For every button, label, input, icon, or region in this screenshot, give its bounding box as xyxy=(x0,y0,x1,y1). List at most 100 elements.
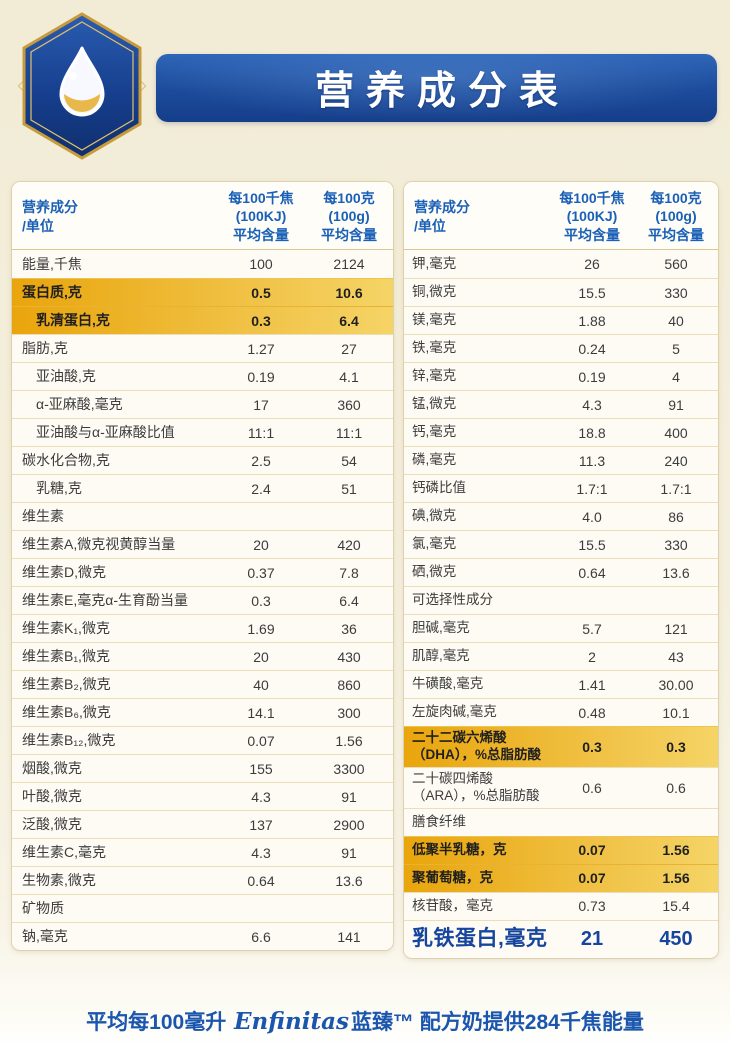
value-per-100g: 121 xyxy=(664,620,688,637)
nutrient-row: 维生素B₁₂,微克 0.07 1.56 xyxy=(12,726,393,754)
nutrient-row: 铜,微克 15.5 330 xyxy=(404,278,718,306)
nutrient-row: 镁,毫克 1.88 40 xyxy=(404,306,718,334)
nutrient-row: 磷,毫克 11.3 240 xyxy=(404,446,718,474)
nutrient-row: 左旋肉碱,毫克 0.48 10.1 xyxy=(404,698,718,726)
value-per-100g: 30.00 xyxy=(658,676,694,693)
nutrient-label: 叶酸,微克 xyxy=(22,788,82,805)
value-per-100kj: 0.07 xyxy=(578,870,606,887)
value-per-100g: 91 xyxy=(341,788,357,805)
value-per-100g: 330 xyxy=(664,284,688,301)
value-per-100g: 6.4 xyxy=(339,592,359,609)
value-per-100kj: 0.3 xyxy=(251,312,271,329)
value-per-100kj: 4.3 xyxy=(582,396,602,413)
value-per-100g: 13.6 xyxy=(335,872,363,889)
value-per-100g: 3300 xyxy=(333,760,365,777)
value-per-100g: 0.6 xyxy=(666,780,686,797)
nutrient-label: 钠,毫克 xyxy=(22,928,68,945)
column-header-per-100kj: 每100千焦 (100KJ) 平均含量 xyxy=(559,190,625,243)
nutrient-label: 矿物质 xyxy=(22,900,64,917)
value-per-100g: 54 xyxy=(341,452,357,469)
nutrition-table-left: 营养成分 /单位 每100千焦 (100KJ) 平均含量 每100克 (100g… xyxy=(12,182,393,951)
value-per-100kj: 4.3 xyxy=(251,788,271,805)
nutrient-row: 能量,千焦 100 2124 xyxy=(12,250,393,278)
value-per-100kj: 21 xyxy=(580,927,604,950)
brand-badge xyxy=(6,4,158,168)
nutrient-row: 维生素E,毫克α-生育酚当量 0.3 6.4 xyxy=(12,586,393,614)
nutrient-label: 能量,千焦 xyxy=(22,255,82,272)
nutrient-row: 叶酸,微克 4.3 91 xyxy=(12,782,393,810)
nutrient-label: α-亚麻酸,毫克 xyxy=(36,396,123,413)
nutrient-label: 维生素B₁₂,微克 xyxy=(22,732,116,749)
nutrient-row: 维生素A,微克视黄醇当量 20 420 xyxy=(12,530,393,558)
nutrient-label: 可选择性成分 xyxy=(412,592,493,608)
water-drop-badge-icon xyxy=(17,12,147,160)
nutrient-row: 核苷酸，毫克 0.73 15.4 xyxy=(404,891,718,920)
value-per-100g: 0.3 xyxy=(666,739,686,756)
value-per-100kj: 0.5 xyxy=(251,284,271,301)
value-per-100kj: 2.5 xyxy=(251,452,271,469)
nutrient-label: 乳清蛋白,克 xyxy=(36,312,110,329)
nutrient-row: 钾,毫克 26 560 xyxy=(404,250,718,278)
nutrient-row: 维生素B₁,微克 20 430 xyxy=(12,642,393,670)
value-per-100kj: 0.07 xyxy=(247,732,275,749)
nutrient-row: 钙磷比值 1.7:1 1.7:1 xyxy=(404,474,718,502)
nutrient-row: 钠,毫克 6.6 141 xyxy=(12,922,393,950)
nutrient-row: 二十碳四烯酸 （ARA），%总脂肪酸 0.6 0.6 xyxy=(404,767,718,808)
value-per-100kj: 2 xyxy=(588,648,596,665)
value-per-100g: 51 xyxy=(341,480,357,497)
value-per-100g: 1.7:1 xyxy=(660,480,692,497)
value-per-100kj: 0.07 xyxy=(578,842,606,859)
value-per-100g: 1.56 xyxy=(662,870,690,887)
nutrient-label: 铜,微克 xyxy=(412,284,457,300)
nutrient-label: 二十二碳六烯酸 （DHA），%总脂肪酸 xyxy=(412,730,542,763)
nutrient-row: 脂肪,克 1.27 27 xyxy=(12,334,393,362)
value-per-100kj: 18.8 xyxy=(578,424,606,441)
nutrient-label: 维生素E,毫克α-生育酚当量 xyxy=(22,592,188,609)
nutrient-label: 氯,毫克 xyxy=(412,536,457,552)
value-per-100kj: 1.7:1 xyxy=(576,480,608,497)
nutrient-label: 核苷酸，毫克 xyxy=(412,897,493,913)
nutrient-label: 脂肪,克 xyxy=(22,340,68,357)
nutrient-row: α-亚麻酸,毫克 17 360 xyxy=(12,390,393,418)
nutrient-label: 维生素C,毫克 xyxy=(22,844,106,861)
nutrient-row: 维生素B₆,微克 14.1 300 xyxy=(12,698,393,726)
value-per-100kj: 0.3 xyxy=(582,739,602,756)
value-per-100kj: 40 xyxy=(253,676,269,693)
value-per-100g: 141 xyxy=(337,928,361,945)
value-per-100g: 860 xyxy=(337,676,361,693)
nutrient-label: 钾,毫克 xyxy=(412,255,457,271)
nutrient-row: 生物素,微克 0.64 13.6 xyxy=(12,866,393,894)
value-per-100g: 2900 xyxy=(333,816,365,833)
value-per-100g: 430 xyxy=(337,648,361,665)
footer-note: 平均每100毫升 Enfinitas蓝臻™ 配方奶提供284千焦能量 xyxy=(0,1006,730,1036)
value-per-100kj: 100 xyxy=(249,256,273,273)
nutrient-row: 碘,微克 4.0 86 xyxy=(404,502,718,530)
value-per-100g: 4 xyxy=(672,368,680,385)
value-per-100g: 400 xyxy=(664,424,688,441)
value-per-100g: 43 xyxy=(668,648,684,665)
table-body: 钾,毫克 26 560 铜,微克 15.5 330 镁,毫克 1.88 40 铁,毫克 0.24 5 锌… xyxy=(404,250,718,958)
nutrient-row: 聚葡萄糖，克 0.07 1.56 xyxy=(404,863,718,892)
value-per-100g: 450 xyxy=(659,927,693,950)
value-per-100g: 1.56 xyxy=(662,842,690,859)
value-per-100g: 15.4 xyxy=(662,898,690,915)
nutrient-row: 乳糖,克 2.4 51 xyxy=(12,474,393,502)
nutrient-label: 维生素B₂,微克 xyxy=(22,676,111,693)
value-per-100kj: 0.3 xyxy=(251,592,271,609)
nutrient-row: 烟酸,微克 155 3300 xyxy=(12,754,393,782)
nutrient-label: 镁,毫克 xyxy=(412,312,457,328)
page-title: 营养成分表 xyxy=(314,70,570,113)
value-per-100g: 10.6 xyxy=(335,284,363,301)
value-per-100kj: 5.7 xyxy=(582,620,602,637)
nutrient-row: 碳水化合物,克 2.5 54 xyxy=(12,446,393,474)
column-header-per-100g: 每100克 (100g) 平均含量 xyxy=(648,190,704,243)
nutrient-label: 磷,毫克 xyxy=(412,452,457,468)
value-per-100kj: 0.19 xyxy=(247,368,275,385)
nutrient-label: 左旋肉碱,毫克 xyxy=(412,704,497,720)
nutrient-row: 铁,毫克 0.24 5 xyxy=(404,334,718,362)
nutrient-row: 锰,微克 4.3 91 xyxy=(404,390,718,418)
nutrient-label: 锌,毫克 xyxy=(412,368,457,384)
nutrient-label: 锰,微克 xyxy=(412,396,457,412)
value-per-100kj: 0.24 xyxy=(578,340,606,357)
value-per-100g: 91 xyxy=(341,844,357,861)
